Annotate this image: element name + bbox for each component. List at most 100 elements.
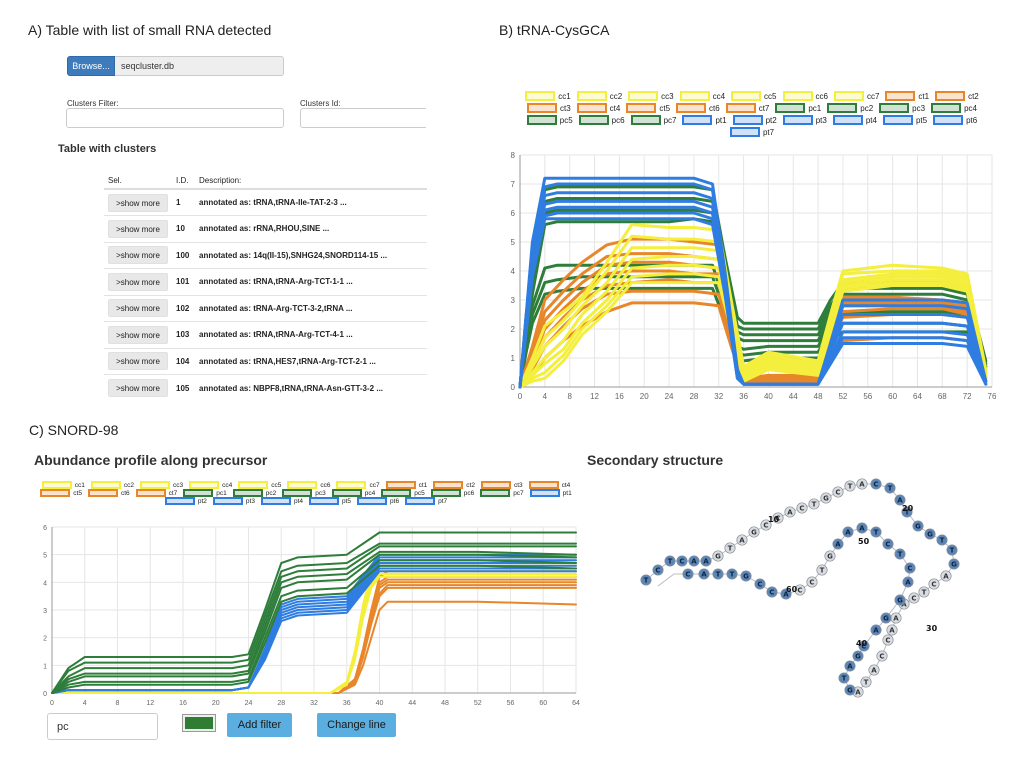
series-line-cc1[interactable] xyxy=(518,223,988,389)
chart-c-legend-item[interactable]: ct2 xyxy=(433,481,475,489)
series-line-cc3[interactable] xyxy=(51,564,577,694)
series-line-pc6[interactable] xyxy=(51,559,577,694)
chart-c-legend-item[interactable]: pc4 xyxy=(331,489,375,497)
chart-c-legend-item[interactable]: pc7 xyxy=(480,489,524,497)
series-line-cc2[interactable] xyxy=(51,562,577,694)
show-more-button[interactable]: >show more xyxy=(108,193,168,212)
clusters-filter-input[interactable] xyxy=(66,108,284,128)
chart-c-legend-item[interactable]: cc7 xyxy=(336,481,380,489)
series-line-pc2[interactable] xyxy=(51,542,577,694)
chart-b-legend-item[interactable]: ct7 xyxy=(725,103,769,113)
chart-b-legend-item[interactable]: pc6 xyxy=(578,115,625,125)
chart-b-legend-item[interactable]: pt7 xyxy=(729,127,774,137)
chart-c-legend-item[interactable]: cc2 xyxy=(90,481,134,489)
chart-c-legend-item[interactable]: pc1 xyxy=(183,489,227,497)
chart-b-legend-item[interactable]: pc7 xyxy=(630,115,676,125)
chart-c-legend-item[interactable]: cc3 xyxy=(139,481,183,489)
series-line-pt4[interactable] xyxy=(51,562,577,694)
series-line-cc6[interactable] xyxy=(518,272,988,389)
chart-c-legend-item[interactable]: cc6 xyxy=(287,481,330,489)
chart-b-legend-item[interactable]: pt1 xyxy=(682,115,727,125)
chart-b-legend-item[interactable]: pc3 xyxy=(879,103,925,113)
chart-b-legend-item[interactable]: pt3 xyxy=(782,115,827,125)
series-line-pc7[interactable] xyxy=(518,286,988,389)
chart-c-legend-item[interactable]: pt5 xyxy=(309,497,351,505)
series-line-ct3[interactable] xyxy=(51,578,577,694)
chart-c-legend-item[interactable]: ct3 xyxy=(480,481,523,489)
chart-c-legend-item[interactable]: pt4 xyxy=(260,497,303,505)
show-more-button[interactable]: >show more xyxy=(108,219,168,238)
series-line-ct5[interactable] xyxy=(51,584,577,694)
chart-c-legend-item[interactable]: cc4 xyxy=(189,481,232,489)
chart-b-legend-item[interactable]: pc4 xyxy=(931,103,977,113)
chart-b-legend-item[interactable]: cc7 xyxy=(833,91,879,101)
series-line-ct7[interactable] xyxy=(51,600,577,694)
chart-b-legend-item[interactable]: pt2 xyxy=(732,115,777,125)
series-line-cc6[interactable] xyxy=(51,573,577,694)
series-line-pc3[interactable] xyxy=(51,545,577,694)
clusters-id-input[interactable] xyxy=(300,108,426,128)
chart-c-legend-item[interactable]: pt2 xyxy=(164,497,207,505)
browse-button[interactable]: Browse... xyxy=(67,56,115,76)
series-line-pc4[interactable] xyxy=(518,217,988,389)
series-line-pc1[interactable] xyxy=(518,185,988,389)
series-line-pt1[interactable] xyxy=(518,176,988,389)
series-line-cc4[interactable] xyxy=(51,567,577,694)
series-line-pt3[interactable] xyxy=(518,191,988,389)
filter-text-input[interactable]: pc xyxy=(47,713,158,740)
series-line-ct7[interactable] xyxy=(518,301,988,389)
series-line-cc1[interactable] xyxy=(51,559,577,694)
series-line-pt5[interactable] xyxy=(518,205,988,389)
series-line-cc7[interactable] xyxy=(518,281,988,389)
series-line-pt6[interactable] xyxy=(51,567,577,694)
chart-c-legend-item[interactable]: ct1 xyxy=(385,481,427,489)
color-picker[interactable] xyxy=(182,714,216,732)
series-line-pc5[interactable] xyxy=(51,553,577,694)
series-line-cc4[interactable] xyxy=(518,255,988,389)
series-line-ct6[interactable] xyxy=(518,289,988,389)
chart-b-legend-item[interactable]: cc4 xyxy=(679,91,725,101)
chart-b-legend-item[interactable]: pc5 xyxy=(526,115,573,125)
show-more-button[interactable]: >show more xyxy=(108,352,168,371)
series-line-pc4[interactable] xyxy=(51,550,577,694)
chart-b-legend-item[interactable]: pc2 xyxy=(827,103,873,113)
series-line-ct2[interactable] xyxy=(51,575,577,694)
chart-b-legend-item[interactable]: ct4 xyxy=(576,103,620,113)
chart-c-legend-item[interactable]: cc5 xyxy=(238,481,281,489)
chart-c-legend-item[interactable]: pt7 xyxy=(405,497,447,505)
series-line-cc3[interactable] xyxy=(518,246,988,389)
chart-b-legend-item[interactable]: ct2 xyxy=(935,91,979,101)
chart-c-legend-item[interactable]: ct7 xyxy=(135,489,177,497)
chart-c-legend-item[interactable]: pc5 xyxy=(381,489,425,497)
series-line-pc7[interactable] xyxy=(51,564,577,694)
series-line-pt7[interactable] xyxy=(51,570,577,694)
series-line-ct2[interactable] xyxy=(518,252,988,389)
chart-b-legend-item[interactable]: cc3 xyxy=(628,91,674,101)
add-filter-button[interactable]: Add filter xyxy=(227,713,292,737)
chart-b-legend-item[interactable]: cc5 xyxy=(731,91,777,101)
show-more-button[interactable]: >show more xyxy=(108,272,168,291)
show-more-button[interactable]: >show more xyxy=(108,379,168,397)
chart-c-legend-item[interactable]: pt3 xyxy=(212,497,255,505)
chart-c-legend-item[interactable]: cc1 xyxy=(41,481,85,489)
file-input-group[interactable]: Browse... seqcluster.db xyxy=(67,56,284,76)
chart-b-legend-item[interactable]: pt6 xyxy=(933,115,977,125)
series-line-cc2[interactable] xyxy=(518,234,988,389)
series-line-pt1[interactable] xyxy=(51,553,577,694)
series-line-ct3[interactable] xyxy=(518,260,988,389)
series-line-cc7[interactable] xyxy=(51,575,577,694)
series-line-ct1[interactable] xyxy=(518,237,988,389)
series-line-ct4[interactable] xyxy=(51,581,577,694)
series-line-pc3[interactable] xyxy=(518,208,988,389)
show-more-button[interactable]: >show more xyxy=(108,299,168,318)
series-line-ct6[interactable] xyxy=(51,586,577,694)
series-line-pt5[interactable] xyxy=(51,564,577,694)
chart-c-legend-item[interactable]: pt6 xyxy=(357,497,399,505)
change-line-button[interactable]: Change line xyxy=(317,713,396,737)
series-line-pt2[interactable] xyxy=(51,556,577,694)
series-line-cc5[interactable] xyxy=(518,263,988,389)
series-line-pc2[interactable] xyxy=(518,197,988,389)
chart-b-legend-item[interactable]: ct3 xyxy=(527,103,571,113)
chart-b-legend-item[interactable]: cc2 xyxy=(576,91,622,101)
series-line-pt6[interactable] xyxy=(518,211,988,389)
